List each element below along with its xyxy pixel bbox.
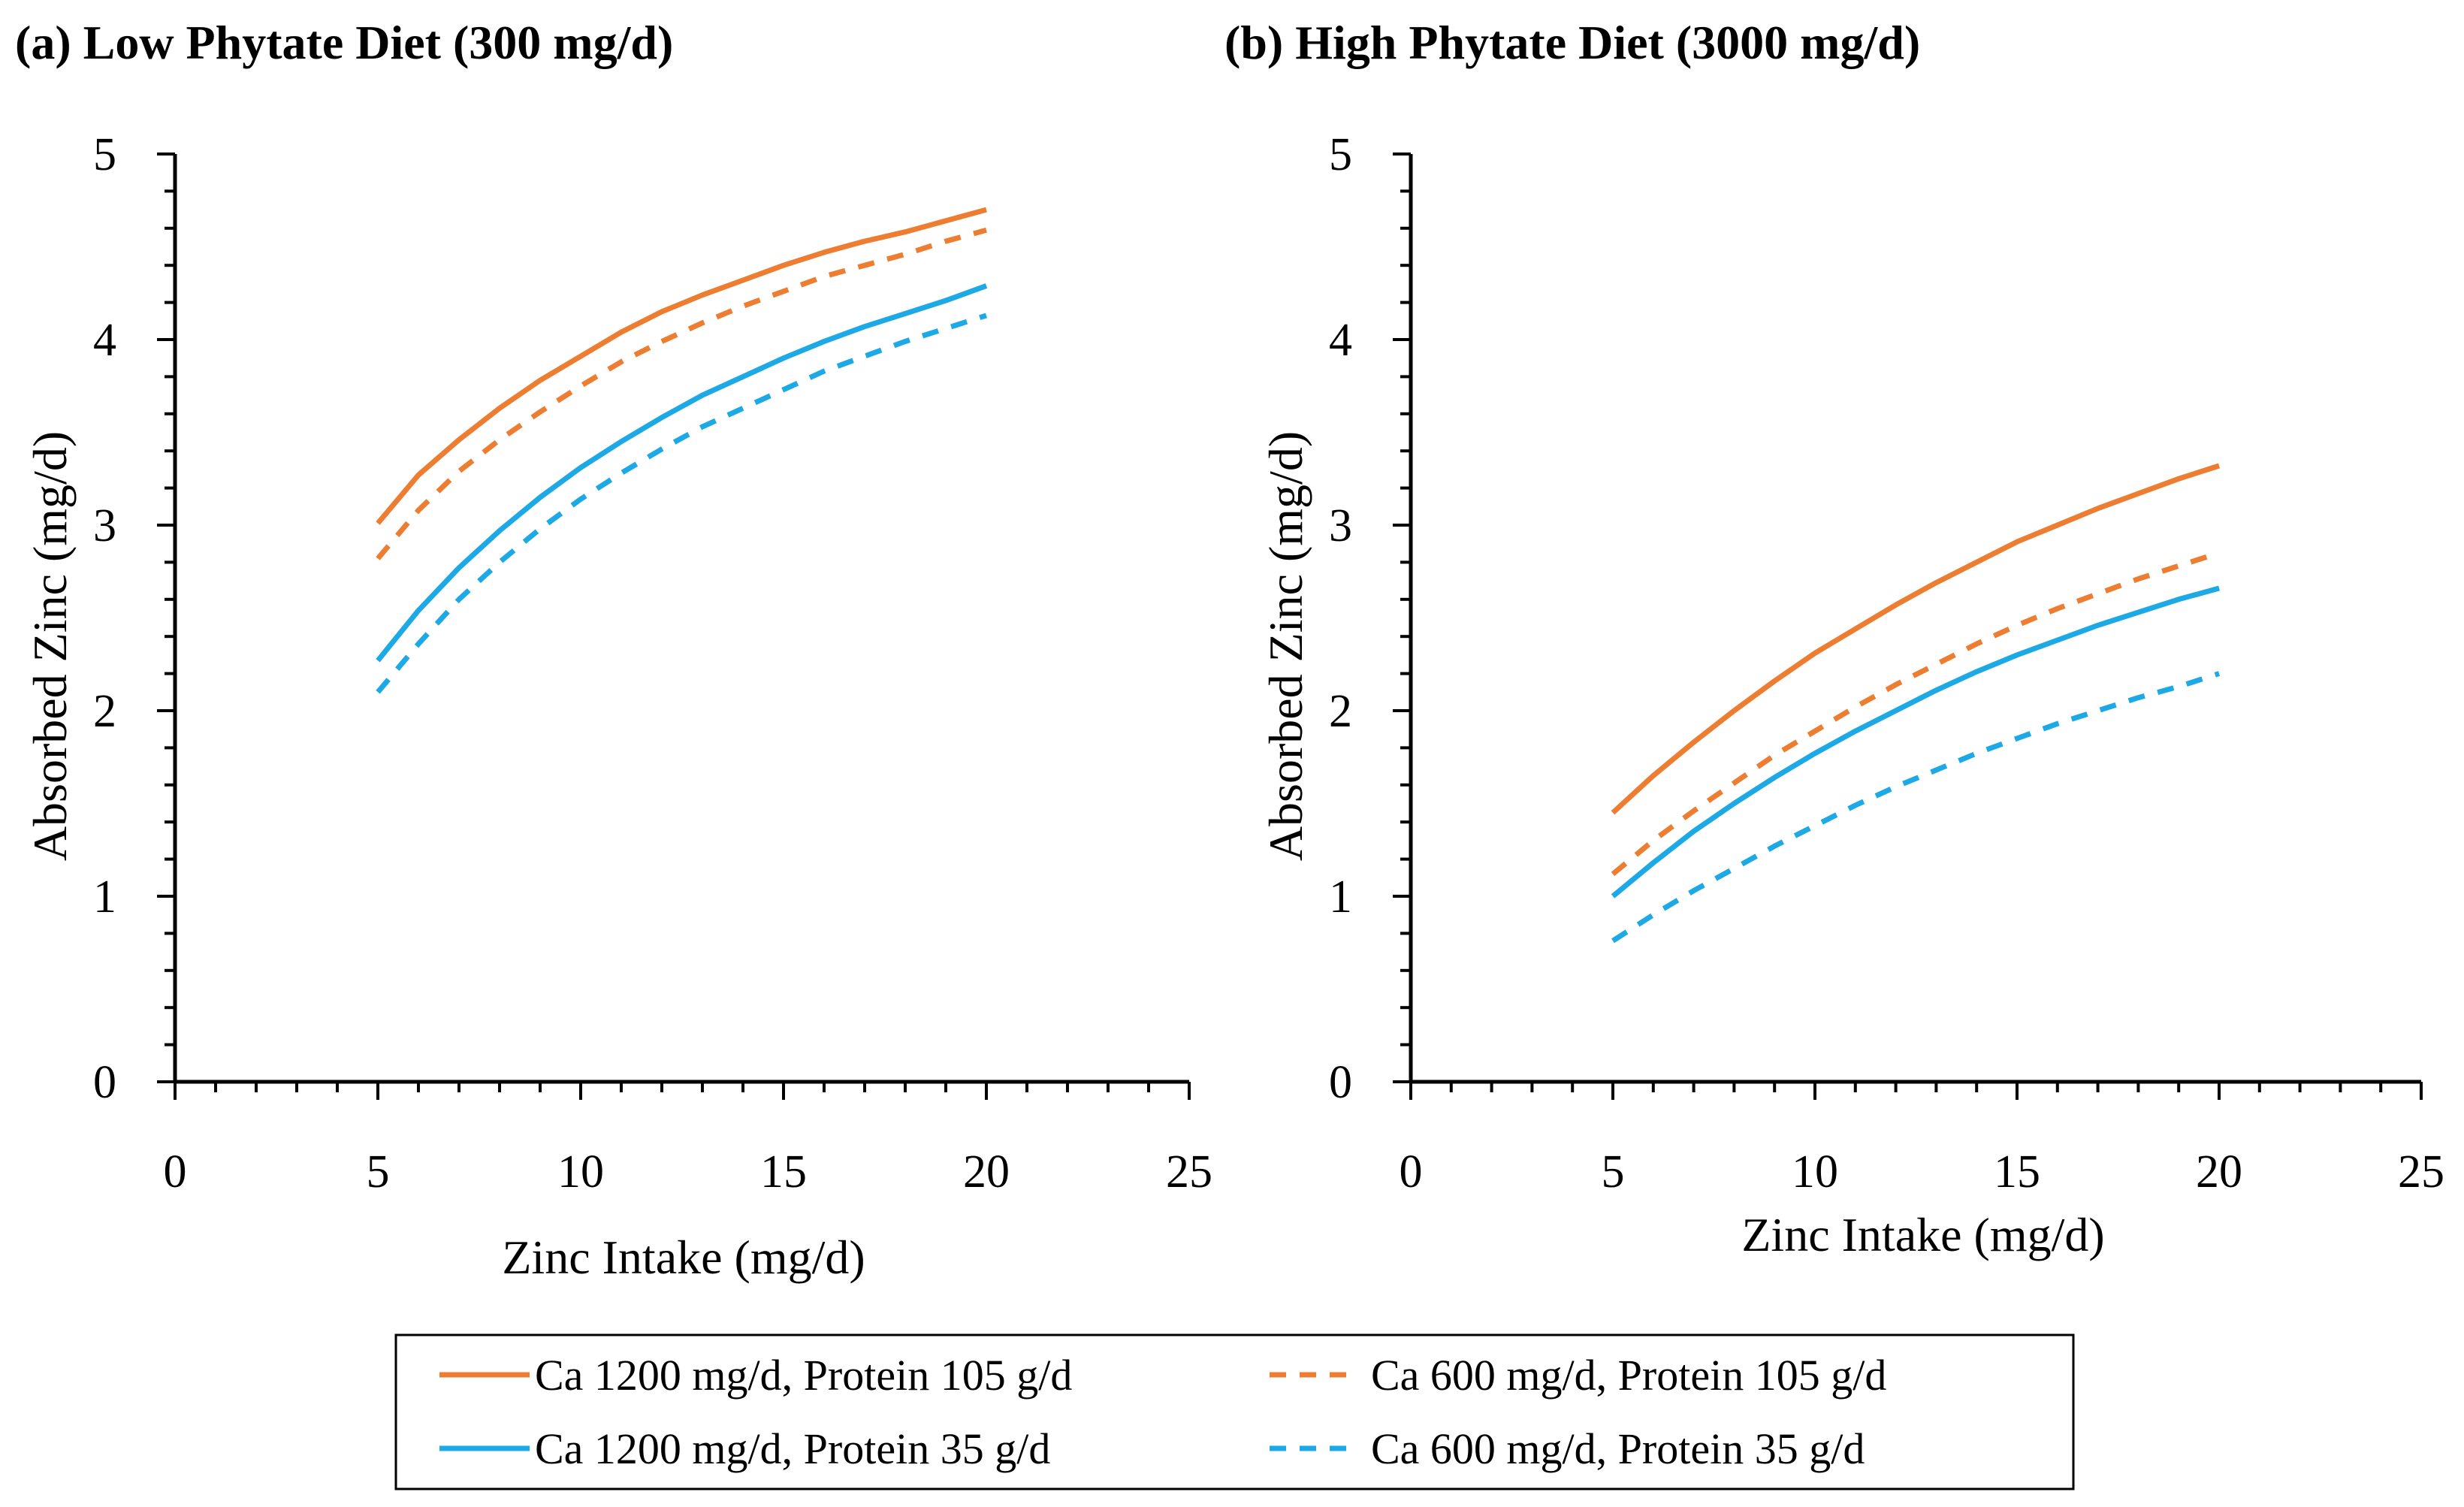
panel-a-y-tick-label: 2 <box>93 686 116 737</box>
legend-label-ca600-p35: Ca 600 mg/d, Protein 35 g/d <box>1371 1424 1865 1473</box>
panel-b-y-tick-label: 1 <box>1329 871 1352 923</box>
panel-b-x-tick-label: 20 <box>2196 1146 2242 1197</box>
panel-a-series-line-0 <box>376 207 987 525</box>
panel-a-series-line-2 <box>376 283 988 663</box>
panel-b-series <box>1611 463 2221 944</box>
legend-label-ca1200-p35: Ca 1200 mg/d, Protein 35 g/d <box>535 1424 1050 1473</box>
panel-a-x-tick-label: 20 <box>963 1146 1010 1197</box>
panel-a: (a) Low Phytate Diet (300 mg/d) 0 5 10 15 20… <box>15 16 1212 1284</box>
panel-b-y-tick-label: 5 <box>1329 129 1352 180</box>
panel-b-y-tick-label: 0 <box>1329 1057 1352 1108</box>
panel-a-x-tick-label: 5 <box>367 1146 390 1197</box>
panel-a-y-tick-label: 1 <box>93 871 116 923</box>
legend-frame <box>394 1333 2075 1490</box>
panel-b-x-tick-label: 25 <box>2398 1146 2444 1197</box>
panel-b-x-tick-label: 0 <box>1400 1146 1423 1197</box>
panel-a-x-axis-title: Zinc Intake (mg/d) <box>502 1231 865 1284</box>
panel-b: (b) High Phytate Diet (3000 mg/d) 0 5 10 15… <box>1224 16 2444 1261</box>
panel-b-y-tick-label: 4 <box>1329 315 1352 366</box>
panel-a-axes: 0 5 10 15 20 25 0 1 2 3 4 5 <box>93 129 1212 1197</box>
panel-b-x-tick-label: 15 <box>1994 1146 2040 1197</box>
panel-a-y-tick-label: 3 <box>93 500 116 551</box>
panel-a-y-tick-label: 0 <box>93 1057 116 1108</box>
panel-a-x-tick-label: 15 <box>760 1146 807 1197</box>
panel-a-title: (a) Low Phytate Diet (300 mg/d) <box>15 16 673 69</box>
panel-b-series-line-1 <box>1611 550 2221 877</box>
panel-b-y-axis-title: Absorbed Zinc (mg/d) <box>1259 431 1312 861</box>
panel-b-axes: 0 5 10 15 20 25 0 1 2 3 4 5 <box>1329 129 2444 1197</box>
panel-b-title: (b) High Phytate Diet (3000 mg/d) <box>1224 16 1920 69</box>
panel-b-series-line-2 <box>1611 585 2220 898</box>
panel-a-series-line-3 <box>376 313 988 694</box>
legend-label-ca1200-p105: Ca 1200 mg/d, Protein 105 g/d <box>535 1351 1072 1400</box>
panel-b-y-tick-label: 2 <box>1329 686 1352 737</box>
panel-a-x-tick-label: 10 <box>557 1146 604 1197</box>
panel-a-x-tick-label: 0 <box>164 1146 187 1197</box>
panel-b-series-line-3 <box>1611 671 2221 944</box>
panel-a-x-tick-label: 25 <box>1166 1146 1212 1197</box>
panel-a-series-line-1 <box>376 227 987 560</box>
panel-b-x-axis-title: Zinc Intake (mg/d) <box>1741 1208 2104 1261</box>
panel-b-x-tick-label: 5 <box>1602 1146 1625 1197</box>
panel-a-y-axis-title: Absorbed Zinc (mg/d) <box>23 431 77 861</box>
panel-a-y-tick-label: 4 <box>93 315 116 366</box>
panel-b-y-tick-label: 3 <box>1329 500 1352 551</box>
panel-b-x-tick-label: 10 <box>1792 1146 1838 1197</box>
panel-a-series <box>376 207 988 694</box>
panel-a-y-tick-label: 5 <box>93 129 116 180</box>
panel-b-series-line-0 <box>1611 463 2221 815</box>
legend: Ca 1200 mg/d, Protein 105 g/d Ca 600 mg/… <box>394 1333 2075 1490</box>
legend-label-ca600-p105: Ca 600 mg/d, Protein 105 g/d <box>1371 1351 1886 1400</box>
